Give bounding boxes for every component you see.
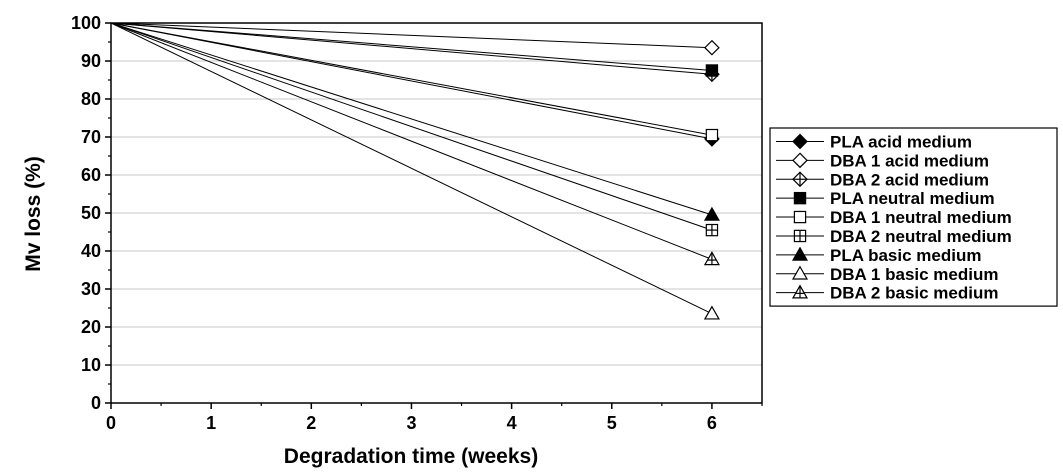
series-line-dba-1-neutral-medium	[110, 22, 713, 136]
y-tick-label-60: 60	[81, 165, 101, 185]
legend-marker-pla-acid-medium	[792, 133, 808, 150]
series-line-pla-neutral-medium	[110, 22, 712, 71]
point-pla-neutral-medium-x6	[705, 64, 719, 77]
x-tick-label-0: 0	[106, 413, 116, 433]
point-dba-1-neutral-medium-x6	[705, 128, 719, 142]
legend-label-dba-1-basic-medium: DBA 1 basic medium	[830, 265, 998, 284]
series-line-dba-1-acid-medium	[110, 22, 712, 49]
legend-marker-dba-1-neutral-medium-shape	[793, 210, 807, 224]
series-line-dba-2-basic-medium	[110, 22, 713, 260]
axes-layer: 0 10 20 30 40 50 60 70 80 90 100 0 1 2 3 4 5 6	[71, 13, 763, 433]
point-dba-1-neutral-medium-x6-shape	[705, 128, 719, 142]
legend-marker-pla-neutral-medium	[793, 191, 807, 205]
legend-marker-pla-neutral-medium-shape	[793, 191, 807, 205]
series-line-pla-acid-medium	[110, 22, 713, 140]
legend-marker-dba-1-basic-medium-shape	[791, 265, 809, 280]
y-tick-label-50: 50	[81, 203, 101, 223]
legend-marker-dba-2-basic-medium	[791, 284, 809, 299]
y-axis-title: Mv loss (%)	[22, 156, 45, 272]
x-tick-label-3: 3	[406, 413, 416, 433]
legend-marker-pla-acid-medium-shape	[792, 133, 808, 150]
y-tick-label-20: 20	[81, 317, 101, 337]
point-pla-basic-medium-x6-shape	[703, 206, 720, 221]
series-line-dba-1-basic-medium	[110, 22, 713, 315]
y-tick-label-10: 10	[81, 355, 101, 375]
point-dba-1-basic-medium-x6	[703, 305, 720, 320]
legend-marker-pla-basic-medium-shape	[791, 246, 809, 261]
legend-marker-dba-1-acid-medium-shape	[792, 152, 808, 169]
point-dba-1-basic-medium-x6-shape	[703, 305, 720, 320]
x-tick-label-1: 1	[206, 413, 216, 433]
point-dba-2-basic-medium-x6	[703, 251, 720, 266]
legend-marker-pla-basic-medium	[791, 246, 809, 261]
y-tick-label-70: 70	[81, 127, 101, 147]
y-tick-label-90: 90	[81, 51, 101, 71]
grid-layer	[111, 60, 762, 366]
legend-label-pla-acid-medium: PLA acid medium	[830, 132, 972, 151]
y-tick-label-100: 100	[71, 13, 101, 33]
x-axis-title: Degradation time (weeks)	[284, 445, 538, 468]
legend-marker-dba-1-acid-medium	[792, 152, 808, 169]
point-dba-2-neutral-medium-x6	[705, 223, 719, 237]
legend-marker-dba-1-neutral-medium	[793, 210, 807, 224]
series-layer	[110, 22, 720, 320]
legend-marker-dba-2-acid-medium	[792, 171, 808, 188]
series-line-dba-2-neutral-medium	[110, 22, 713, 231]
x-tick-label-2: 2	[306, 413, 316, 433]
series-line-dba-2-acid-medium	[110, 22, 712, 75]
legend-marker-dba-2-neutral-medium	[793, 229, 807, 243]
point-dba-1-acid-medium-x6	[704, 39, 720, 56]
x-tick-label-4: 4	[507, 413, 517, 433]
legend-marker-dba-1-basic-medium	[791, 265, 809, 280]
y-tick-label-30: 30	[81, 279, 101, 299]
legend-label-dba-1-neutral-medium: DBA 1 neutral medium	[830, 208, 1012, 227]
y-tick-label-0: 0	[91, 393, 101, 413]
point-dba-1-acid-medium-x6-shape	[704, 39, 720, 56]
y-tick-label-80: 80	[81, 89, 101, 109]
point-pla-neutral-medium-x6-shape	[705, 64, 719, 77]
point-pla-basic-medium-x6	[703, 206, 720, 221]
series-line-pla-basic-medium	[110, 22, 713, 216]
y-tick-label-40: 40	[81, 241, 101, 261]
legend-label-pla-basic-medium: PLA basic medium	[830, 246, 981, 265]
legend-label-dba-2-acid-medium: DBA 2 acid medium	[830, 170, 989, 189]
legend-label-dba-1-acid-medium: DBA 1 acid medium	[830, 151, 989, 170]
legend-label-pla-neutral-medium: PLA neutral medium	[830, 189, 995, 208]
legend-label-dba-2-neutral-medium: DBA 2 neutral medium	[830, 227, 1012, 246]
x-tick-label-5: 5	[607, 413, 617, 433]
x-tick-label-6: 6	[707, 413, 717, 433]
legend-label-dba-2-basic-medium: DBA 2 basic medium	[830, 284, 998, 303]
